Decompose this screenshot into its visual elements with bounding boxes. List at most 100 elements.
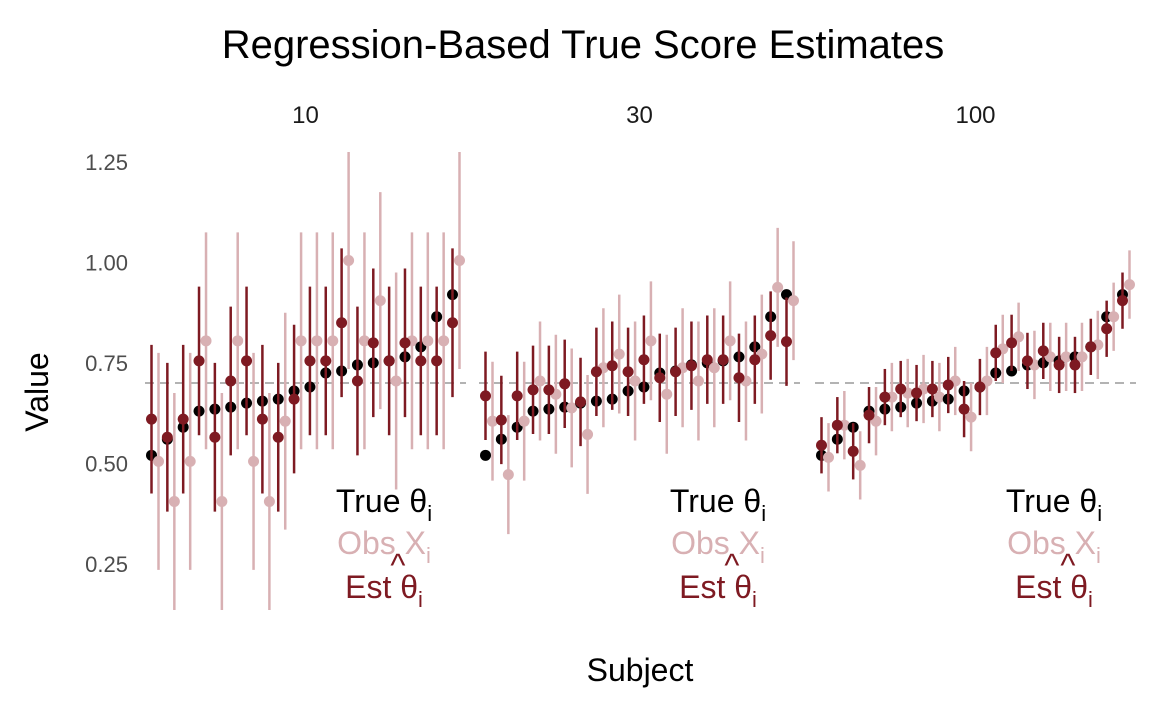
estimated-point [431,355,443,367]
estimated-point [781,336,792,348]
estimated-point [225,375,237,387]
x-axis-title: Subject [587,652,694,688]
legend-observed: Obs Xi [1007,525,1101,568]
observed-point [343,254,355,266]
estimated-point [990,347,1002,359]
estimated-point [974,381,986,393]
estimated-point [383,355,395,367]
estimated-point [209,431,221,443]
estimated-point [288,393,300,405]
estimated-point [942,379,954,391]
estimated-point [256,413,268,425]
legend-observed: Obs Xi [671,525,765,568]
hat-mark: ^ [390,547,405,583]
estimated-point [1101,323,1113,335]
estimated-point [622,366,634,378]
y-tick-label: 0.75 [85,351,128,376]
legend-observed: Obs Xi [337,525,431,568]
estimated-point [543,384,555,396]
estimated-point [1021,355,1033,367]
estimated-point [415,355,427,367]
y-axis-title: Value [19,352,55,431]
estimated-point [320,355,332,367]
estimated-point [367,337,379,349]
hat-mark: ^ [724,547,739,583]
y-tick-label: 1.00 [85,250,128,275]
estimated-point [336,317,348,329]
chart-title: Regression-Based True Score Estimates [222,23,945,67]
estimated-point [765,330,777,342]
legend-estimated: Est θi [1015,569,1093,612]
observed-point [263,496,275,508]
observed-point [200,335,212,347]
observed-point [1108,311,1120,323]
estimated-point [146,413,157,425]
estimated-point [895,383,907,395]
observed-point [965,411,977,423]
observed-point [708,362,720,374]
estimated-point [1085,341,1097,353]
observed-point [438,335,450,347]
estimated-point [511,390,523,402]
observed-point [518,415,530,427]
true-point [480,449,491,461]
observed-point [454,254,465,266]
estimated-point [831,419,843,431]
estimated-point [272,431,284,443]
observed-point [661,388,673,400]
estimated-point [670,366,682,378]
legend-estimated: Est θi [679,569,757,612]
observed-point [534,375,546,387]
estimated-point [590,366,602,378]
estimated-point [351,375,363,387]
observed-point [788,295,799,307]
observed-point [692,375,704,387]
estimated-point [575,396,587,408]
estimated-point [654,372,666,384]
estimated-point [1117,295,1128,307]
estimated-point [559,378,571,390]
estimated-point [685,360,697,372]
estimated-point [1069,359,1081,371]
observed-point [279,415,291,427]
legend-true: True θi [670,483,766,526]
estimated-point [958,403,970,415]
observed-point [1076,351,1088,363]
observed-point [724,335,736,347]
observed-point [629,375,641,387]
observed-point [358,335,370,347]
observed-point [1124,279,1135,291]
y-tick-label: 0.50 [85,451,128,476]
panel-label: 30 [626,102,653,129]
estimated-point [879,391,891,403]
y-tick-label: 1.25 [85,150,128,175]
panel-label: 10 [292,102,319,129]
estimated-point [816,439,827,451]
legend-estimated: Est θi [345,569,423,612]
estimated-point [701,354,713,366]
observed-point [390,375,402,387]
estimated-point [399,337,411,349]
estimated-point [304,355,316,367]
observed-point [374,295,386,307]
observed-point [823,451,834,463]
legend-true: True θi [1006,483,1102,526]
estimated-point [717,354,729,366]
y-tick-label: 0.25 [85,552,128,577]
observed-point [854,459,866,471]
estimated-point [1006,337,1018,349]
estimated-point [527,384,539,396]
observed-point [772,281,784,293]
observed-point [933,391,945,403]
observed-point [422,335,434,347]
observed-point [216,496,228,508]
legend-true: True θi [336,483,432,526]
estimated-point [863,409,875,421]
observed-point [327,335,339,347]
estimated-point [480,390,491,402]
estimated-point [495,414,507,426]
observed-point [1060,351,1072,363]
